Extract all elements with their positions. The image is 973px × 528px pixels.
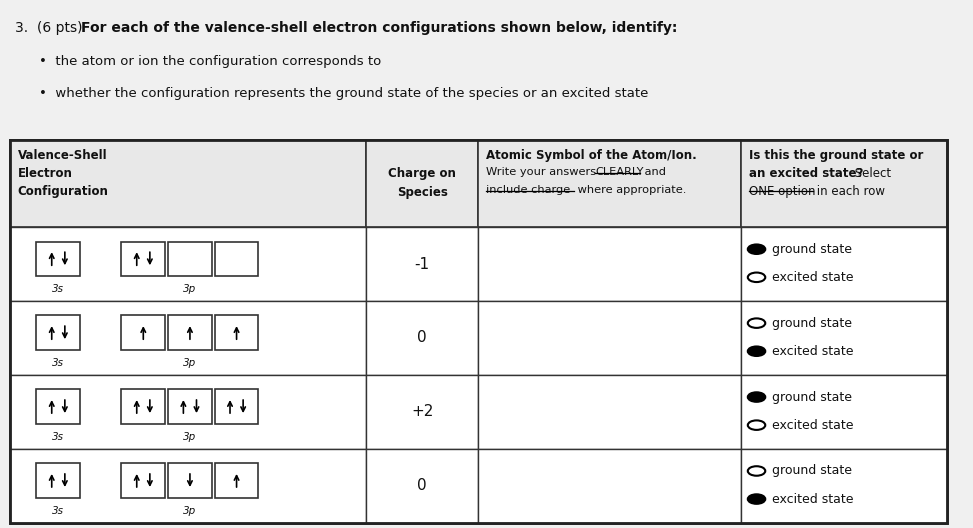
- Text: include charge: include charge: [486, 185, 570, 195]
- Text: excited state: excited state: [773, 419, 853, 432]
- Text: •  the atom or ion the configuration corresponds to: • the atom or ion the configuration corr…: [39, 55, 381, 69]
- Text: +2: +2: [411, 404, 433, 419]
- Circle shape: [748, 494, 766, 504]
- Text: Is this the ground state or: Is this the ground state or: [749, 149, 923, 163]
- Circle shape: [748, 244, 766, 254]
- Text: ground state: ground state: [773, 243, 852, 256]
- Bar: [741, 227, 948, 301]
- Bar: [479, 301, 741, 375]
- Text: 3p: 3p: [183, 359, 197, 368]
- Bar: [366, 227, 479, 301]
- Bar: [215, 464, 259, 497]
- Text: Select: Select: [850, 167, 891, 181]
- Circle shape: [748, 346, 766, 356]
- Text: 3s: 3s: [53, 506, 64, 516]
- Bar: [741, 301, 948, 375]
- Text: and: and: [641, 167, 666, 177]
- Bar: [479, 375, 741, 449]
- Bar: [168, 242, 212, 276]
- Bar: [36, 390, 80, 423]
- Bar: [479, 449, 741, 523]
- Bar: [10, 140, 948, 523]
- Text: excited state: excited state: [773, 345, 853, 358]
- Text: 3s: 3s: [53, 359, 64, 368]
- Bar: [479, 227, 741, 301]
- Text: 3s: 3s: [53, 432, 64, 442]
- Bar: [215, 390, 259, 423]
- Bar: [122, 464, 165, 497]
- Text: ONE option: ONE option: [749, 185, 815, 199]
- Bar: [366, 449, 479, 523]
- Text: Charge on: Charge on: [388, 167, 456, 181]
- Bar: [215, 242, 259, 276]
- Text: 3p: 3p: [183, 285, 197, 294]
- Text: ground state: ground state: [773, 317, 852, 329]
- Text: 0: 0: [417, 331, 427, 345]
- Text: an excited state?: an excited state?: [749, 167, 863, 181]
- Bar: [479, 140, 741, 227]
- Bar: [122, 316, 165, 350]
- Text: where appropriate.: where appropriate.: [574, 185, 686, 195]
- Text: excited state: excited state: [773, 271, 853, 284]
- Bar: [741, 140, 948, 227]
- Bar: [122, 390, 165, 423]
- Bar: [366, 301, 479, 375]
- Text: For each of the valence-shell electron configurations shown below, identify:: For each of the valence-shell electron c…: [81, 21, 677, 35]
- Text: ground state: ground state: [773, 465, 852, 477]
- Circle shape: [748, 392, 766, 402]
- Bar: [168, 464, 212, 497]
- Text: ground state: ground state: [773, 391, 852, 403]
- Text: Electron: Electron: [18, 167, 72, 181]
- Text: 3p: 3p: [183, 506, 197, 516]
- Text: 0: 0: [417, 478, 427, 493]
- Bar: [741, 449, 948, 523]
- Bar: [36, 464, 80, 497]
- Bar: [741, 375, 948, 449]
- Bar: [366, 140, 479, 227]
- Circle shape: [748, 420, 766, 430]
- Circle shape: [748, 318, 766, 328]
- Bar: [10, 227, 366, 301]
- Bar: [10, 140, 366, 227]
- Text: excited state: excited state: [773, 493, 853, 506]
- Bar: [215, 316, 259, 350]
- Text: Valence-Shell: Valence-Shell: [18, 149, 107, 163]
- Text: 3p: 3p: [183, 432, 197, 442]
- Text: Species: Species: [397, 186, 448, 200]
- Text: Configuration: Configuration: [18, 185, 108, 199]
- Bar: [10, 140, 948, 523]
- Text: 3s: 3s: [53, 285, 64, 294]
- Circle shape: [748, 272, 766, 282]
- Text: -1: -1: [414, 257, 430, 271]
- Bar: [122, 242, 165, 276]
- Bar: [168, 316, 212, 350]
- Bar: [10, 375, 366, 449]
- Bar: [10, 301, 366, 375]
- Text: 3.  (6 pts): 3. (6 pts): [15, 21, 90, 35]
- Bar: [168, 390, 212, 423]
- Circle shape: [748, 466, 766, 476]
- Text: in each row: in each row: [812, 185, 884, 199]
- Bar: [36, 242, 80, 276]
- Bar: [10, 449, 366, 523]
- Text: CLEARLY: CLEARLY: [595, 167, 643, 177]
- Bar: [36, 316, 80, 350]
- Bar: [366, 375, 479, 449]
- Text: Write your answers: Write your answers: [486, 167, 600, 177]
- Text: •  whether the configuration represents the ground state of the species or an ex: • whether the configuration represents t…: [39, 87, 648, 100]
- Text: Atomic Symbol of the Atom/Ion.: Atomic Symbol of the Atom/Ion.: [486, 149, 697, 163]
